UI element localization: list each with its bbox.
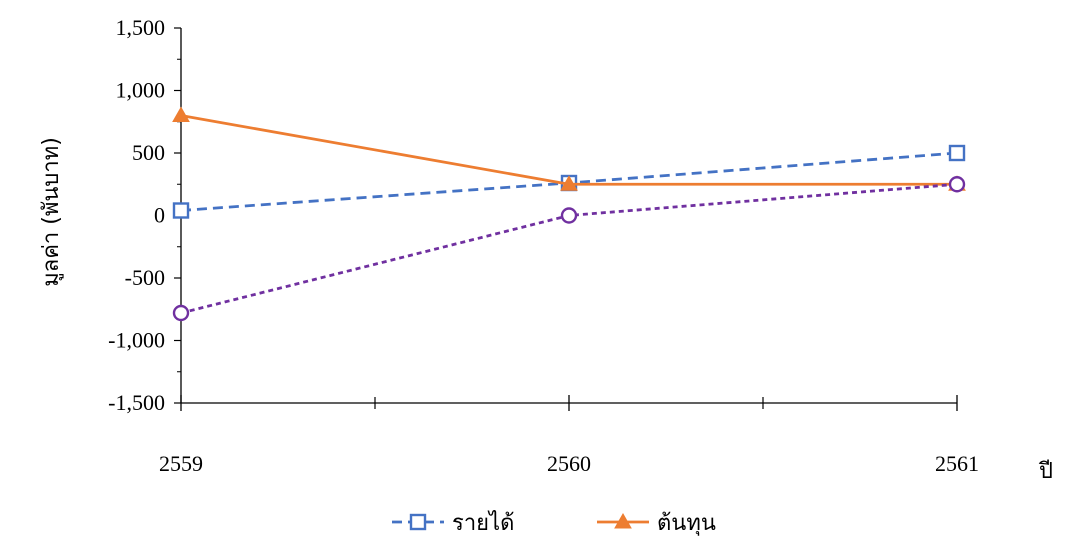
y-tick-label: -1,500 [108, 390, 165, 415]
y-tick-labels: 1,500 1,000 500 0 -500 -1,000 -1,500 [108, 15, 165, 415]
y-tick-label: -1,000 [108, 328, 165, 353]
x-axis-title: ปี [1038, 459, 1053, 484]
data-point [560, 207, 578, 224]
series-group [172, 106, 966, 322]
legend-item: รายได้ [392, 510, 514, 536]
data-point [172, 106, 190, 122]
legend-marker [409, 513, 427, 531]
data-point [172, 202, 190, 219]
y-tick-label: 1,500 [116, 15, 166, 40]
y-tick-label: -500 [125, 265, 165, 290]
x-tick-label: 2560 [547, 451, 591, 476]
series-line [180, 114, 957, 186]
legend-label: รายได้ [452, 510, 514, 536]
y-tick-label: 1,000 [116, 78, 166, 103]
legend: รายได้ ต้นทุน [392, 510, 716, 536]
x-tick-label: 2559 [159, 451, 203, 476]
x-tick-labels: 2559 2560 2561 [159, 451, 979, 476]
data-point [172, 304, 190, 322]
data-point [560, 175, 578, 191]
legend-marker [614, 512, 632, 529]
legend-item: ต้นทุน [597, 511, 716, 536]
y-tick-label: 0 [154, 203, 165, 228]
data-point [948, 144, 966, 162]
x-tick-label: 2561 [935, 451, 979, 476]
y-axis-title: มูลค่า (พันบาท) [39, 137, 64, 287]
legend-label: ต้นทุน [657, 511, 716, 536]
series-3 [172, 176, 966, 322]
data-point [948, 176, 966, 193]
y-tick-label: 500 [132, 140, 165, 165]
series-2 [172, 106, 966, 191]
